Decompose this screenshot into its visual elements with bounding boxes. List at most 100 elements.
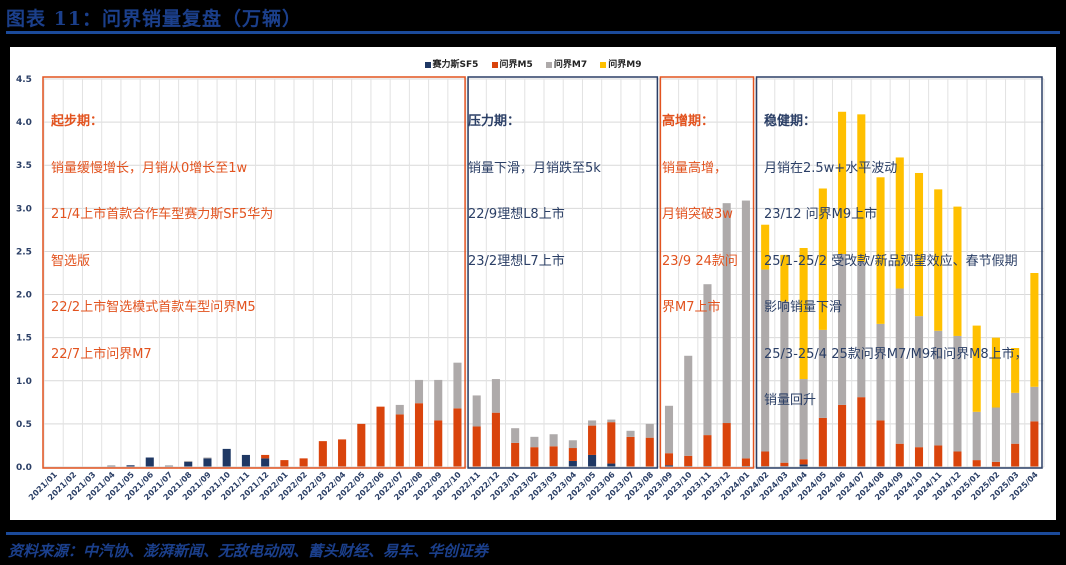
period-box (659, 76, 755, 469)
bar-segment (588, 454, 597, 467)
chart-legend: 赛力斯SF5 问界M5 问界M7 问界M9 (0, 57, 1066, 70)
y-tick-label: 1.0 (16, 377, 32, 387)
bar-segment (741, 458, 750, 467)
bar-segment (261, 454, 270, 459)
bar-segment (645, 423, 654, 438)
bar-segment (395, 404, 404, 415)
bar-segment (934, 330, 943, 446)
bar-segment (914, 172, 924, 317)
y-tick-label: 1.5 (16, 334, 32, 344)
bar-segment (876, 420, 885, 467)
bar-segment (1030, 421, 1039, 467)
bar-segment (241, 454, 250, 467)
legend-swatch-m7 (545, 61, 552, 68)
bar-segment (472, 395, 481, 427)
bar-segment (972, 460, 981, 467)
y-tick-label: 2.5 (16, 247, 32, 257)
bar-segment (549, 446, 558, 467)
bar-segment (1011, 392, 1020, 444)
bar-segment (664, 405, 674, 454)
bar-segment (511, 428, 520, 443)
bar-segment (203, 457, 212, 459)
period-box (755, 76, 1043, 469)
bar-segment (799, 459, 808, 465)
bar-segment (703, 435, 712, 467)
bar-segment (934, 445, 943, 467)
bar-segment (857, 114, 866, 262)
bar-segment (684, 455, 693, 467)
y-tick-label: 3.0 (16, 204, 32, 214)
bar-segment (145, 457, 154, 467)
bar-segment (568, 440, 577, 449)
bar-segment (414, 379, 424, 404)
bar-segment (722, 203, 731, 424)
legend-item-m5: 问界M5 (491, 60, 533, 70)
bar-segment (838, 254, 847, 405)
bar-segment (607, 463, 616, 467)
bar-segment (761, 269, 770, 452)
bar-segment (991, 407, 1000, 462)
bar-segment (434, 379, 443, 421)
bar-segment (838, 404, 847, 467)
bar-segment (780, 462, 789, 467)
bar-segment (607, 419, 616, 423)
bar-segment (722, 423, 731, 467)
bar-segment (434, 420, 443, 467)
bar-segment (1011, 348, 1020, 393)
bar-segment (645, 437, 654, 467)
bar-segment (818, 417, 827, 467)
bar-segment (184, 460, 193, 462)
bar-segment (1011, 443, 1020, 467)
bar-segment (588, 420, 597, 426)
annotation-stable: 稳健期： 月销在2.5w+水平波动 23/12 问界M9上市 25/1-25/2… (764, 114, 1028, 408)
bar-segment (664, 465, 674, 467)
bar-segment (184, 461, 193, 467)
bar-segment (818, 188, 827, 330)
bar-segment (299, 458, 308, 467)
bar-segment (991, 337, 1000, 408)
legend-item-sf5: 赛力斯SF5 (424, 60, 478, 70)
bar-segment (357, 423, 366, 467)
bar-segment (953, 206, 962, 336)
bar-segment (164, 465, 174, 467)
bar-segment (664, 453, 674, 466)
bar-segment (453, 408, 462, 467)
bar-segment (876, 177, 885, 324)
bar-segment (107, 465, 116, 467)
bar-segment (1030, 386, 1039, 422)
annotation-pressure: 压力期： 销量下滑，月销跌至5k 22/9理想L8上市 23/2理想L7上市 (468, 114, 601, 269)
bar-segment (818, 329, 827, 418)
y-tick-label: 3.5 (16, 161, 32, 171)
legend-item-m9: 问界M9 (600, 60, 641, 70)
bar-segment (761, 451, 770, 467)
bar-segment (203, 458, 212, 467)
bar-segment (895, 288, 904, 444)
bar-segment (491, 412, 500, 467)
bar-segment (414, 403, 424, 467)
bar-segment (568, 448, 577, 461)
bar-segment (626, 436, 635, 467)
bar-segment (318, 441, 327, 467)
bar-segment (684, 355, 693, 456)
bar-segment (780, 254, 789, 302)
bar-segment (530, 436, 539, 448)
y-tick-label: 4.0 (16, 118, 32, 128)
y-tick-label: 0.0 (16, 463, 32, 473)
bar-segment (338, 439, 347, 467)
bar-segment (799, 247, 808, 380)
period-box (42, 76, 466, 469)
bar-segment (972, 411, 981, 461)
bar-segment (588, 425, 597, 455)
legend-swatch-m9 (600, 61, 607, 68)
figure-title: 图表 11：问界销量复盘（万辆） (6, 8, 303, 30)
bar-segment (799, 464, 808, 467)
bar-segment (511, 442, 520, 467)
bar-segment (914, 447, 924, 467)
bar-segment (991, 461, 1000, 467)
bar-segment (761, 224, 770, 270)
bar-segment (953, 451, 962, 467)
bar-segment (780, 301, 789, 463)
y-tick-label: 4.5 (16, 75, 32, 85)
bar-segment (549, 434, 558, 447)
bar-segment (376, 406, 385, 467)
